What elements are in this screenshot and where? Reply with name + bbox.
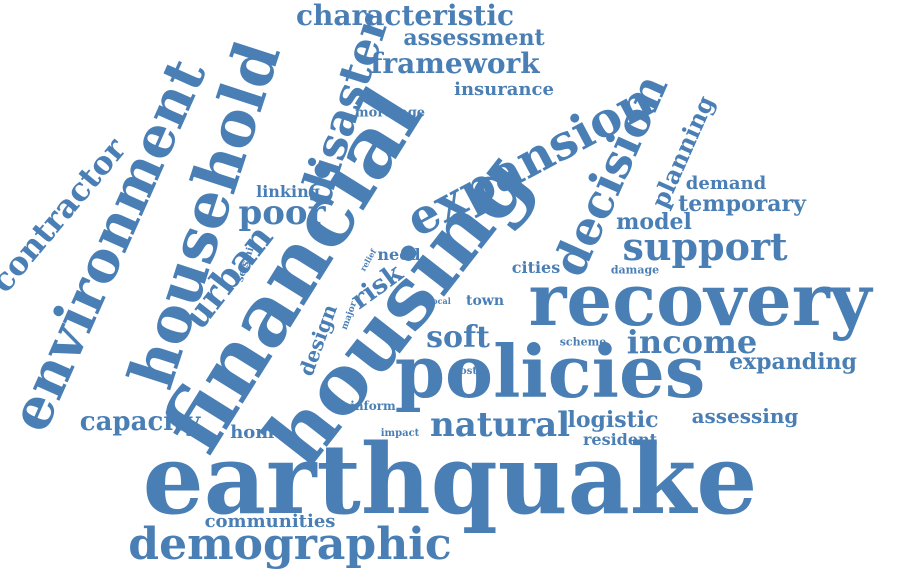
word-resident: resident xyxy=(582,430,658,449)
word-framework: framework xyxy=(370,47,540,80)
word-linking: linking xyxy=(256,182,320,201)
word-soft: soft xyxy=(426,320,490,355)
word-cities: cities xyxy=(511,258,561,277)
word-insurance: insurance xyxy=(454,79,554,100)
word-poor: poor xyxy=(238,193,326,233)
word-inform: inform xyxy=(350,399,396,413)
word-mortgage: mortgage xyxy=(354,105,426,121)
word-communities: communities xyxy=(204,511,336,532)
word-support: support xyxy=(622,224,788,269)
word-impact: impact xyxy=(380,428,420,439)
word-post: post xyxy=(453,366,477,377)
word-characteristic: characteristic xyxy=(295,0,515,32)
word-capacity: capacity xyxy=(79,407,201,437)
word-assessing: assessing xyxy=(691,404,799,428)
word-income: income xyxy=(626,323,758,361)
word-recovery: recovery xyxy=(528,257,872,342)
word-temporary: temporary xyxy=(678,191,806,217)
word-demographic: demographic xyxy=(128,519,452,570)
word-earthquake: earthquake xyxy=(142,423,758,536)
word-demand: demand xyxy=(685,173,767,194)
word-natural: natural xyxy=(429,405,571,445)
word-model: model xyxy=(616,209,692,235)
word-scheme: scheme xyxy=(559,335,607,349)
word-policies: policies xyxy=(394,329,706,414)
word-need: need xyxy=(377,245,421,264)
word-damage: damage xyxy=(610,263,660,277)
word-local: local xyxy=(429,296,451,306)
word-home: home xyxy=(230,422,286,443)
word-town: town xyxy=(465,293,505,309)
word-expanding: expanding xyxy=(729,349,857,375)
word-logistic: logistic xyxy=(567,407,659,433)
word-assessment: assessment xyxy=(403,25,545,51)
